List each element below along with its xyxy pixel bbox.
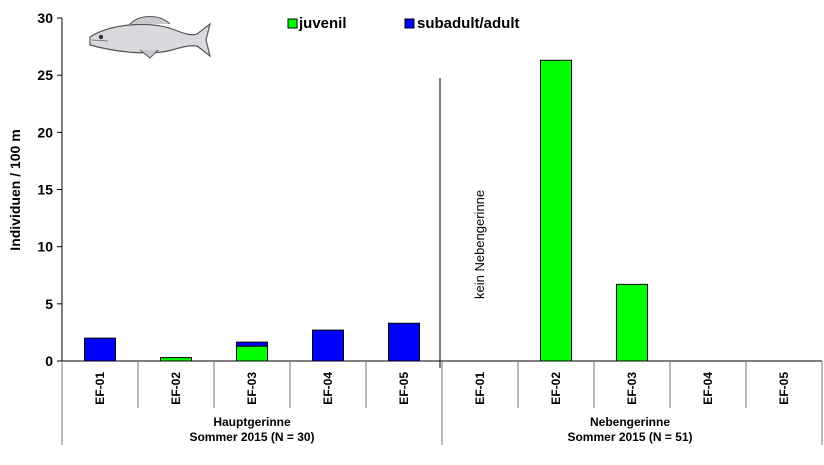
legend-swatch-adult — [404, 18, 415, 29]
legend-label-adult: subadult/adult — [417, 15, 520, 32]
y-tick-label: 30 — [37, 10, 53, 26]
bar-subadult-adult-1 — [84, 337, 116, 362]
y-tick-label: 15 — [37, 182, 53, 198]
bar-subadult-adult-4 — [312, 329, 344, 362]
group-label-1-line1: Hauptgerinne — [213, 415, 291, 429]
bar-juvenil-8 — [616, 283, 648, 362]
x-category-label: EF-05 — [777, 372, 791, 405]
x-category-label: EF-02 — [549, 372, 563, 405]
bar-juvenil-7 — [540, 59, 572, 362]
x-category-label: EF-04 — [321, 372, 335, 405]
x-category-label: EF-01 — [93, 372, 107, 405]
x-category-label: EF-03 — [625, 372, 639, 405]
x-category-label: EF-04 — [701, 372, 715, 405]
x-category-label: EF-03 — [245, 372, 259, 405]
category-labels: EF-01 EF-02 EF-03 EF-04 EF-05 EF-01 EF-02 EF-03… — [93, 372, 791, 405]
y-tick-label: 10 — [37, 239, 53, 255]
legend-label-juvenil: juvenil — [298, 15, 347, 32]
x-category-label: EF-01 — [473, 372, 487, 405]
x-category-label: EF-02 — [169, 372, 183, 405]
legend: juvenil subadult/adult — [287, 15, 520, 32]
group-label-2-line1: Nebengerinne — [590, 415, 670, 429]
bar-juvenil-2 — [160, 357, 192, 362]
legend-swatch-juvenil — [287, 18, 298, 29]
group-label-2-line2: Sommer 2015 (N = 51) — [567, 430, 692, 444]
annotation-kein-nebengerinne: kein Nebengerinne — [472, 190, 487, 299]
x-category-label: EF-05 — [397, 372, 411, 405]
bars — [84, 59, 648, 362]
bar-subadult-adult-5 — [388, 322, 420, 362]
group-label-1-line2: Sommer 2015 (N = 30) — [189, 430, 314, 444]
y-tick-label: 25 — [37, 67, 53, 83]
y-tick-label: 5 — [45, 296, 53, 312]
fish-illustration — [89, 16, 212, 59]
y-tick-label: 20 — [37, 124, 53, 140]
y-tick-label: 0 — [45, 353, 53, 369]
y-axis-label: Individuen / 100 m — [7, 129, 23, 250]
bar-subadult-adult-3 — [236, 341, 268, 347]
bar-juvenil-3 — [236, 345, 268, 362]
